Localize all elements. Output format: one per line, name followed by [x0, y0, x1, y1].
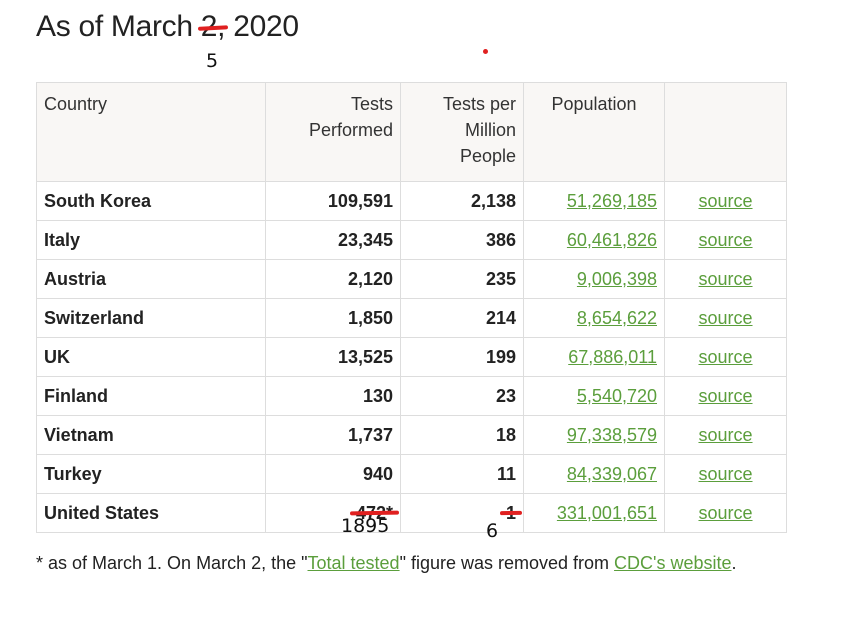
source-cell: source: [664, 415, 787, 455]
testing-table: Country Tests Performed Tests per Million P…: [36, 82, 787, 533]
country-cell: South Korea: [36, 181, 266, 221]
table-row: South Korea 109,591 2,138 51,269,185 sou…: [36, 181, 787, 221]
population-cell: 9,006,398: [523, 259, 665, 299]
source-cell: source: [664, 259, 787, 299]
source-cell: source: [664, 298, 787, 338]
source-cell: source: [664, 454, 787, 494]
table-row: Turkey 940 11 84,339,067 source: [36, 454, 787, 494]
per-million-cell: 23: [400, 376, 524, 416]
country-cell: Italy: [36, 220, 266, 260]
tests-cell: 13,525: [265, 337, 401, 377]
title-suffix: 2020: [225, 10, 299, 43]
population-cell: 51,269,185: [523, 181, 665, 221]
population-link[interactable]: 9,006,398: [576, 268, 657, 289]
table-row: Austria 2,120 235 9,006,398 source: [36, 259, 787, 299]
per-million-cell: 199: [400, 337, 524, 377]
page-title: As of March 2, 2020: [36, 10, 299, 44]
red-annotation-dot: [483, 49, 488, 54]
table-row: Finland 130 23 5,540,720 source: [36, 376, 787, 416]
table-row: Switzerland 1,850 214 8,654,622 source: [36, 298, 787, 338]
handwritten-tests-correction: 1895: [341, 515, 390, 537]
table-row: UK 13,525 199 67,886,011 source: [36, 337, 787, 377]
per-million-cell: 386: [400, 220, 524, 260]
tests-cell: 2,120: [265, 259, 401, 299]
header-tests-text: Tests Performed: [308, 94, 393, 140]
title-prefix: As of March: [36, 10, 201, 43]
country-cell: Finland: [36, 376, 266, 416]
source-link[interactable]: source: [698, 229, 753, 250]
struck-tests-value: 472*: [349, 503, 400, 524]
population-cell: 5,540,720: [523, 376, 665, 416]
table-row: United States 472* 1 331,001,651 source: [36, 493, 787, 533]
population-cell: 60,461,826: [523, 220, 665, 260]
population-link[interactable]: 60,461,826: [566, 229, 657, 250]
population-cell: 8,654,622: [523, 298, 665, 338]
handwritten-date-correction: 5: [206, 50, 219, 72]
footnote-text: * as of March 1. On March 2, the ": [36, 553, 308, 573]
population-link[interactable]: 5,540,720: [576, 385, 657, 406]
population-link[interactable]: 8,654,622: [576, 307, 657, 328]
source-link[interactable]: source: [698, 424, 753, 445]
source-cell: source: [664, 337, 787, 377]
footnote-text: .: [731, 553, 737, 573]
population-link[interactable]: 331,001,651: [556, 502, 657, 523]
source-cell: source: [664, 220, 787, 260]
header-per-million: Tests per Million People: [400, 82, 524, 182]
population-link[interactable]: 51,269,185: [566, 190, 657, 211]
source-link[interactable]: source: [698, 190, 753, 211]
population-cell: 67,886,011: [523, 337, 665, 377]
handwritten-per-million-correction: 6: [486, 520, 499, 542]
table-row: Vietnam 1,737 18 97,338,579 source: [36, 415, 787, 455]
country-cell: Vietnam: [36, 415, 266, 455]
per-million-cell: 214: [400, 298, 524, 338]
red-strikethrough: [499, 510, 523, 516]
struck-per-million-value: 1: [499, 503, 523, 524]
country-cell: UK: [36, 337, 266, 377]
header-population: Population: [523, 82, 665, 182]
cdc-website-link[interactable]: CDC's website: [614, 553, 732, 573]
country-cell: Turkey: [36, 454, 266, 494]
population-link[interactable]: 97,338,579: [566, 424, 657, 445]
tests-cell: 130: [265, 376, 401, 416]
table-row: Italy 23,345 386 60,461,826 source: [36, 220, 787, 260]
total-tested-link[interactable]: Total tested: [307, 553, 400, 573]
country-cell: Austria: [36, 259, 266, 299]
source-cell: source: [664, 493, 787, 533]
header-per-million-text: Tests per Million People: [442, 94, 516, 166]
source-link[interactable]: source: [698, 385, 753, 406]
source-link[interactable]: source: [698, 463, 753, 484]
tests-cell: 940: [265, 454, 401, 494]
population-cell: 84,339,067: [523, 454, 665, 494]
source-link[interactable]: source: [698, 268, 753, 289]
source-link[interactable]: source: [698, 502, 753, 523]
source-link[interactable]: source: [698, 307, 753, 328]
footnote-text: " figure was removed from: [399, 553, 615, 573]
header-source: [664, 82, 787, 182]
per-million-cell: 11: [400, 454, 524, 494]
header-tests: Tests Performed: [265, 82, 401, 182]
source-cell: source: [664, 181, 787, 221]
population-link[interactable]: 67,886,011: [568, 346, 657, 367]
tests-cell: 472*: [265, 493, 401, 533]
title-struck-date: 2,: [197, 10, 229, 44]
table-header-row: Country Tests Performed Tests per Million P…: [36, 82, 787, 182]
per-million-cell: 235: [400, 259, 524, 299]
source-cell: source: [664, 376, 787, 416]
country-cell: Switzerland: [36, 298, 266, 338]
per-million-cell: 2,138: [400, 181, 524, 221]
population-cell: 331,001,651: [523, 493, 665, 533]
source-link[interactable]: source: [698, 346, 753, 367]
tests-cell: 1,850: [265, 298, 401, 338]
per-million-cell: 1: [400, 493, 524, 533]
country-cell: United States: [36, 493, 266, 533]
population-cell: 97,338,579: [523, 415, 665, 455]
header-country: Country: [36, 82, 266, 182]
population-link[interactable]: 84,339,067: [566, 463, 657, 484]
footnote: * as of March 1. On March 2, the "Total …: [36, 553, 737, 574]
tests-cell: 109,591: [265, 181, 401, 221]
tests-cell: 23,345: [265, 220, 401, 260]
per-million-cell: 18: [400, 415, 524, 455]
tests-cell: 1,737: [265, 415, 401, 455]
